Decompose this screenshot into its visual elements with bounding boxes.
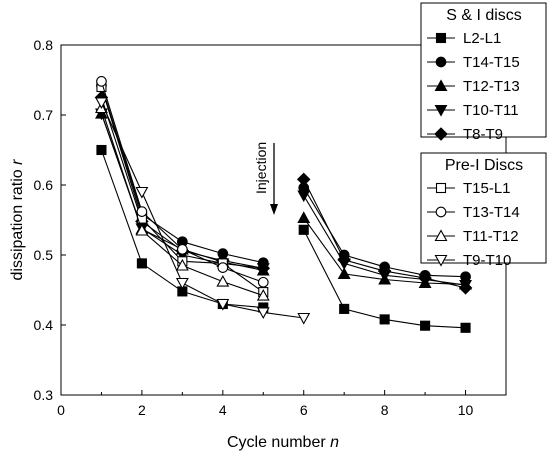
legend-label: T10-T11 bbox=[463, 102, 519, 119]
legend-entry-T10-T11: T10-T11 bbox=[427, 102, 519, 119]
y-tick-label: 0.5 bbox=[34, 247, 54, 263]
data-point bbox=[256, 288, 270, 301]
legend-entry-T14-T15: T14-T15 bbox=[427, 54, 520, 71]
y-tick-label: 0.3 bbox=[34, 387, 54, 403]
data-point bbox=[256, 261, 271, 276]
data-point bbox=[256, 307, 270, 320]
legend-marker bbox=[434, 104, 448, 117]
data-point bbox=[337, 253, 351, 267]
data-point bbox=[177, 244, 188, 255]
data-point bbox=[135, 186, 149, 199]
injection-annotation: Injection bbox=[253, 142, 278, 215]
legend-entry-T12-T13: T12-T13 bbox=[427, 78, 520, 95]
x-tick-label: 0 bbox=[57, 402, 65, 418]
legend-pre-i-entries: T15-L1 T13-T14 T11-T12 T9-T10 bbox=[427, 180, 520, 269]
legend-label: T9-T10 bbox=[463, 252, 511, 269]
data-point bbox=[96, 76, 107, 87]
data-point bbox=[96, 144, 107, 156]
legend-label: T8-T9 bbox=[463, 126, 503, 143]
data-point bbox=[298, 224, 309, 235]
y-axis-label: dissipation ratio r bbox=[9, 159, 26, 281]
series-layer bbox=[94, 76, 473, 333]
data-point bbox=[418, 271, 432, 285]
legend-label: L2-L1 bbox=[463, 30, 501, 47]
series-T13-T14 bbox=[96, 76, 269, 288]
data-point bbox=[216, 298, 230, 311]
legend-entry-T13-T14: T13-T14 bbox=[427, 204, 520, 221]
data-point bbox=[135, 223, 149, 236]
legend-s-i-discs: S & I discs L2-L1 T14-T15 T12-T13 T10-T11 T8… bbox=[420, 2, 547, 143]
injection-label: Injection bbox=[253, 142, 269, 194]
y-tick-label: 0.4 bbox=[34, 317, 54, 333]
x-tick-label: 4 bbox=[219, 402, 227, 418]
data-point bbox=[175, 277, 189, 290]
legend-entry-L2-L1: L2-L1 bbox=[427, 30, 501, 47]
series-T8-T9 bbox=[94, 90, 473, 295]
data-point bbox=[377, 264, 392, 278]
legend-marker bbox=[435, 56, 447, 68]
x-tick-label: 10 bbox=[458, 402, 474, 418]
series-T10-T11 bbox=[95, 108, 472, 292]
legend-pre-i-title: Pre-I Discs bbox=[445, 157, 523, 174]
legend-entry-T11-T12: T11-T12 bbox=[427, 228, 519, 245]
legend-marker bbox=[434, 79, 448, 92]
data-point bbox=[296, 172, 311, 187]
series-T14-T15 bbox=[96, 80, 471, 283]
legend-pre-i-discs: Pre-I Discs T15-L1 T13-T14 T11-T12 T9-T10 bbox=[420, 152, 547, 269]
legend-marker bbox=[435, 32, 447, 44]
data-point bbox=[339, 303, 350, 314]
legend-marker bbox=[434, 254, 448, 267]
legend-label: T13-T14 bbox=[463, 204, 520, 221]
data-point bbox=[216, 274, 230, 287]
legend-s-i-title: S & I discs bbox=[446, 7, 522, 24]
legend-entry-T9-T10: T9-T10 bbox=[427, 252, 511, 269]
legend-marker bbox=[434, 229, 448, 242]
data-point bbox=[95, 97, 108, 110]
x-tick-label: 8 bbox=[381, 402, 389, 418]
data-point bbox=[297, 190, 311, 203]
legend-marker bbox=[435, 182, 447, 194]
data-point bbox=[175, 258, 189, 271]
series-line bbox=[100, 85, 264, 264]
data-point bbox=[297, 211, 311, 223]
injection-arrow-head bbox=[270, 204, 278, 215]
legend-entry-T8-T9: T8-T9 bbox=[427, 126, 503, 143]
legend-label: T15-L1 bbox=[463, 180, 511, 197]
data-point bbox=[458, 281, 473, 295]
data-point bbox=[420, 320, 431, 331]
y-tick-label: 0.8 bbox=[34, 37, 54, 53]
series-line bbox=[100, 102, 304, 319]
data-point bbox=[136, 206, 148, 217]
series-T12-T13 bbox=[95, 106, 472, 290]
data-point bbox=[136, 258, 147, 269]
data-point bbox=[337, 267, 351, 279]
data-point bbox=[297, 312, 311, 325]
legend-entry-T15-L1: T15-L1 bbox=[427, 180, 511, 197]
legend-marker bbox=[435, 206, 447, 218]
x-axis-label: Cycle number n bbox=[227, 434, 339, 451]
legend-s-i-entries: L2-L1 T14-T15 T12-T13 T10-T11 T8-T9 bbox=[427, 30, 520, 143]
x-tick-label: 6 bbox=[300, 402, 308, 418]
y-tick-label: 0.7 bbox=[34, 107, 54, 123]
legend-label: T12-T13 bbox=[463, 78, 520, 95]
y-tick-label: 0.6 bbox=[34, 177, 54, 193]
data-point bbox=[460, 322, 471, 333]
data-point bbox=[217, 262, 229, 273]
data-point bbox=[257, 276, 269, 288]
axis-ticks: 0 2 4 6 8 10 0.3 0.4 0.5 0.6 0.7 0.8 bbox=[34, 37, 507, 418]
x-tick-label: 2 bbox=[138, 402, 146, 418]
legend-label: T14-T15 bbox=[463, 54, 520, 71]
legend-marker bbox=[434, 127, 448, 141]
series-T11-T12 bbox=[95, 101, 270, 301]
data-point bbox=[379, 314, 390, 325]
series-L2-L1 bbox=[96, 144, 471, 333]
legend-label: T11-T12 bbox=[463, 228, 519, 245]
series-T9-T10 bbox=[95, 97, 311, 325]
